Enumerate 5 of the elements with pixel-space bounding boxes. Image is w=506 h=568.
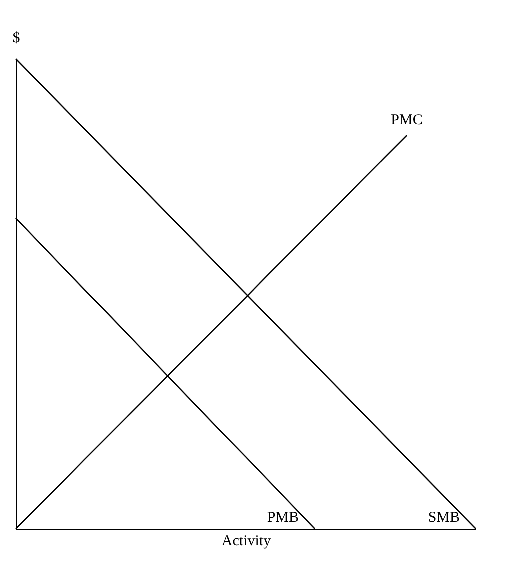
series-label: PMC (391, 112, 423, 129)
series-label: SMB (428, 510, 460, 526)
series-label: PMB (267, 510, 299, 526)
x-axis-title: Activity (222, 534, 272, 550)
y-axis-title: $ (12, 30, 21, 46)
